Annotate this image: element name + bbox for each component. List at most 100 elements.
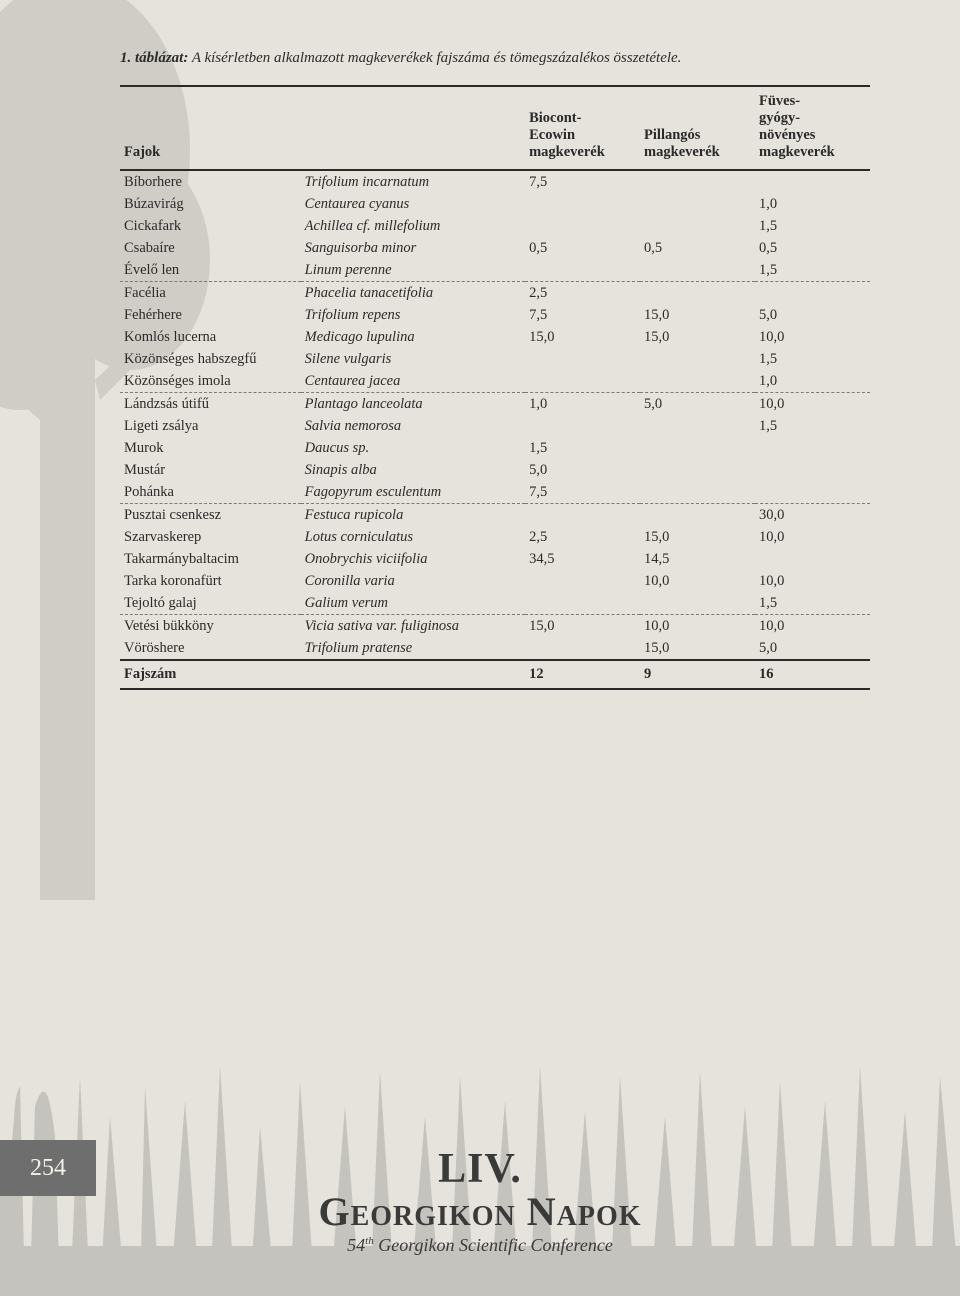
cell-hungarian: Komlós lucerna <box>120 326 301 348</box>
col-fajok: Fajok <box>120 86 301 170</box>
cell-v3 <box>755 437 870 459</box>
cell-v1: 15,0 <box>525 326 640 348</box>
cell-v1: 7,5 <box>525 304 640 326</box>
cell-hungarian: Fehérhere <box>120 304 301 326</box>
cell-latin: Centaurea jacea <box>301 370 525 393</box>
cell-v3: 1,5 <box>755 415 870 437</box>
page-number: 254 <box>30 1155 66 1182</box>
cell-v3 <box>755 282 870 305</box>
cell-v2: 5,0 <box>640 393 755 416</box>
cell-latin: Coronilla varia <box>301 570 525 592</box>
cell-hungarian: Ligeti zsálya <box>120 415 301 437</box>
table-row: CickafarkAchillea cf. millefolium1,5 <box>120 215 870 237</box>
cell-v1: 7,5 <box>525 481 640 504</box>
cell-hungarian: Évelő len <box>120 259 301 282</box>
cell-hungarian: Cickafark <box>120 215 301 237</box>
table-row: MurokDaucus sp.1,5 <box>120 437 870 459</box>
cell-v1: 0,5 <box>525 237 640 259</box>
cell-v1: 7,5 <box>525 170 640 193</box>
table-total-row: Fajszám12916 <box>120 660 870 689</box>
cell-v3: 10,0 <box>755 393 870 416</box>
caption-text: A kísérletben alkalmazott magkeverékek f… <box>188 50 681 66</box>
cell-v3: 10,0 <box>755 615 870 638</box>
footer-subtitle: 54th Georgikon Scientific Conference <box>0 1235 960 1256</box>
cell-v3: 1,0 <box>755 193 870 215</box>
cell-v2: 15,0 <box>640 326 755 348</box>
cell-latin: Linum perenne <box>301 259 525 282</box>
table-row: Évelő lenLinum perenne1,5 <box>120 259 870 282</box>
cell-v3: 10,0 <box>755 526 870 548</box>
cell-v1 <box>525 637 640 660</box>
cell-v1 <box>525 592 640 615</box>
cell-v3: 10,0 <box>755 570 870 592</box>
cell-hungarian: Lándzsás útifű <box>120 393 301 416</box>
cell-latin: Trifolium pratense <box>301 637 525 660</box>
caption-label: 1. táblázat: <box>120 50 188 66</box>
cell-hungarian: Szarvaskerep <box>120 526 301 548</box>
total-v1: 12 <box>525 660 640 689</box>
cell-latin: Festuca rupicola <box>301 504 525 527</box>
cell-v1 <box>525 370 640 393</box>
cell-v3 <box>755 548 870 570</box>
table-row: MustárSinapis alba5,0 <box>120 459 870 481</box>
cell-latin: Fagopyrum esculentum <box>301 481 525 504</box>
cell-latin: Sanguisorba minor <box>301 237 525 259</box>
cell-latin: Daucus sp. <box>301 437 525 459</box>
table-row: BúzavirágCentaurea cyanus1,0 <box>120 193 870 215</box>
cell-v1: 2,5 <box>525 282 640 305</box>
cell-v1 <box>525 259 640 282</box>
col-pillangos: Pillangós magkeverék <box>640 86 755 170</box>
cell-latin: Salvia nemorosa <box>301 415 525 437</box>
cell-latin: Trifolium repens <box>301 304 525 326</box>
cell-v2 <box>640 215 755 237</box>
cell-latin: Phacelia tanacetifolia <box>301 282 525 305</box>
cell-hungarian: Murok <box>120 437 301 459</box>
cell-hungarian: Vöröshere <box>120 637 301 660</box>
total-v3: 16 <box>755 660 870 689</box>
cell-hungarian: Tarka koronafürt <box>120 570 301 592</box>
footer-title: LIV. Georgikon Napok <box>0 1147 960 1233</box>
cell-latin: Centaurea cyanus <box>301 193 525 215</box>
cell-v3 <box>755 459 870 481</box>
cell-hungarian: Pusztai csenkesz <box>120 504 301 527</box>
cell-v2 <box>640 282 755 305</box>
cell-v1: 1,0 <box>525 393 640 416</box>
cell-v3: 30,0 <box>755 504 870 527</box>
cell-v1: 5,0 <box>525 459 640 481</box>
table-row: Pusztai csenkeszFestuca rupicola 30,0 <box>120 504 870 527</box>
cell-v2: 10,0 <box>640 615 755 638</box>
cell-v3 <box>755 170 870 193</box>
cell-v2: 15,0 <box>640 526 755 548</box>
species-table: Fajok Biocont- Ecowin magkeverék Pillang… <box>120 85 870 690</box>
cell-latin: Sinapis alba <box>301 459 525 481</box>
cell-v3: 0,5 <box>755 237 870 259</box>
page-footer: 254 LIV. Georgikon Napok 54th Georgikon … <box>0 1147 960 1256</box>
cell-v2 <box>640 504 755 527</box>
cell-latin: Achillea cf. millefolium <box>301 215 525 237</box>
cell-v2 <box>640 459 755 481</box>
cell-hungarian: Bíborhere <box>120 170 301 193</box>
table-row: CsabaíreSanguisorba minor0,50,50,5 <box>120 237 870 259</box>
cell-v1 <box>525 570 640 592</box>
cell-hungarian: Pohánka <box>120 481 301 504</box>
cell-v2 <box>640 592 755 615</box>
table-row: TakarmánybaltacimOnobrychis viciifolia34… <box>120 548 870 570</box>
cell-v1: 15,0 <box>525 615 640 638</box>
cell-hungarian: Közönséges imola <box>120 370 301 393</box>
table-row: Közönséges habszegfűSilene vulgaris1,5 <box>120 348 870 370</box>
cell-v1: 2,5 <box>525 526 640 548</box>
page-content: 1. táblázat: A kísérletben alkalmazott m… <box>0 0 960 690</box>
col-biocont: Biocont- Ecowin magkeverék <box>525 86 640 170</box>
table-row: Vetési bükkönyVicia sativa var. fuligino… <box>120 615 870 638</box>
table-row: SzarvaskerepLotus corniculatus2,515,010,… <box>120 526 870 548</box>
cell-v2: 10,0 <box>640 570 755 592</box>
cell-v2 <box>640 348 755 370</box>
table-row: Ligeti zsályaSalvia nemorosa 1,5 <box>120 415 870 437</box>
cell-v1 <box>525 348 640 370</box>
cell-v2: 14,5 <box>640 548 755 570</box>
cell-v2: 15,0 <box>640 304 755 326</box>
cell-v3 <box>755 481 870 504</box>
cell-v1 <box>525 193 640 215</box>
cell-v2 <box>640 193 755 215</box>
cell-hungarian: Tejoltó galaj <box>120 592 301 615</box>
